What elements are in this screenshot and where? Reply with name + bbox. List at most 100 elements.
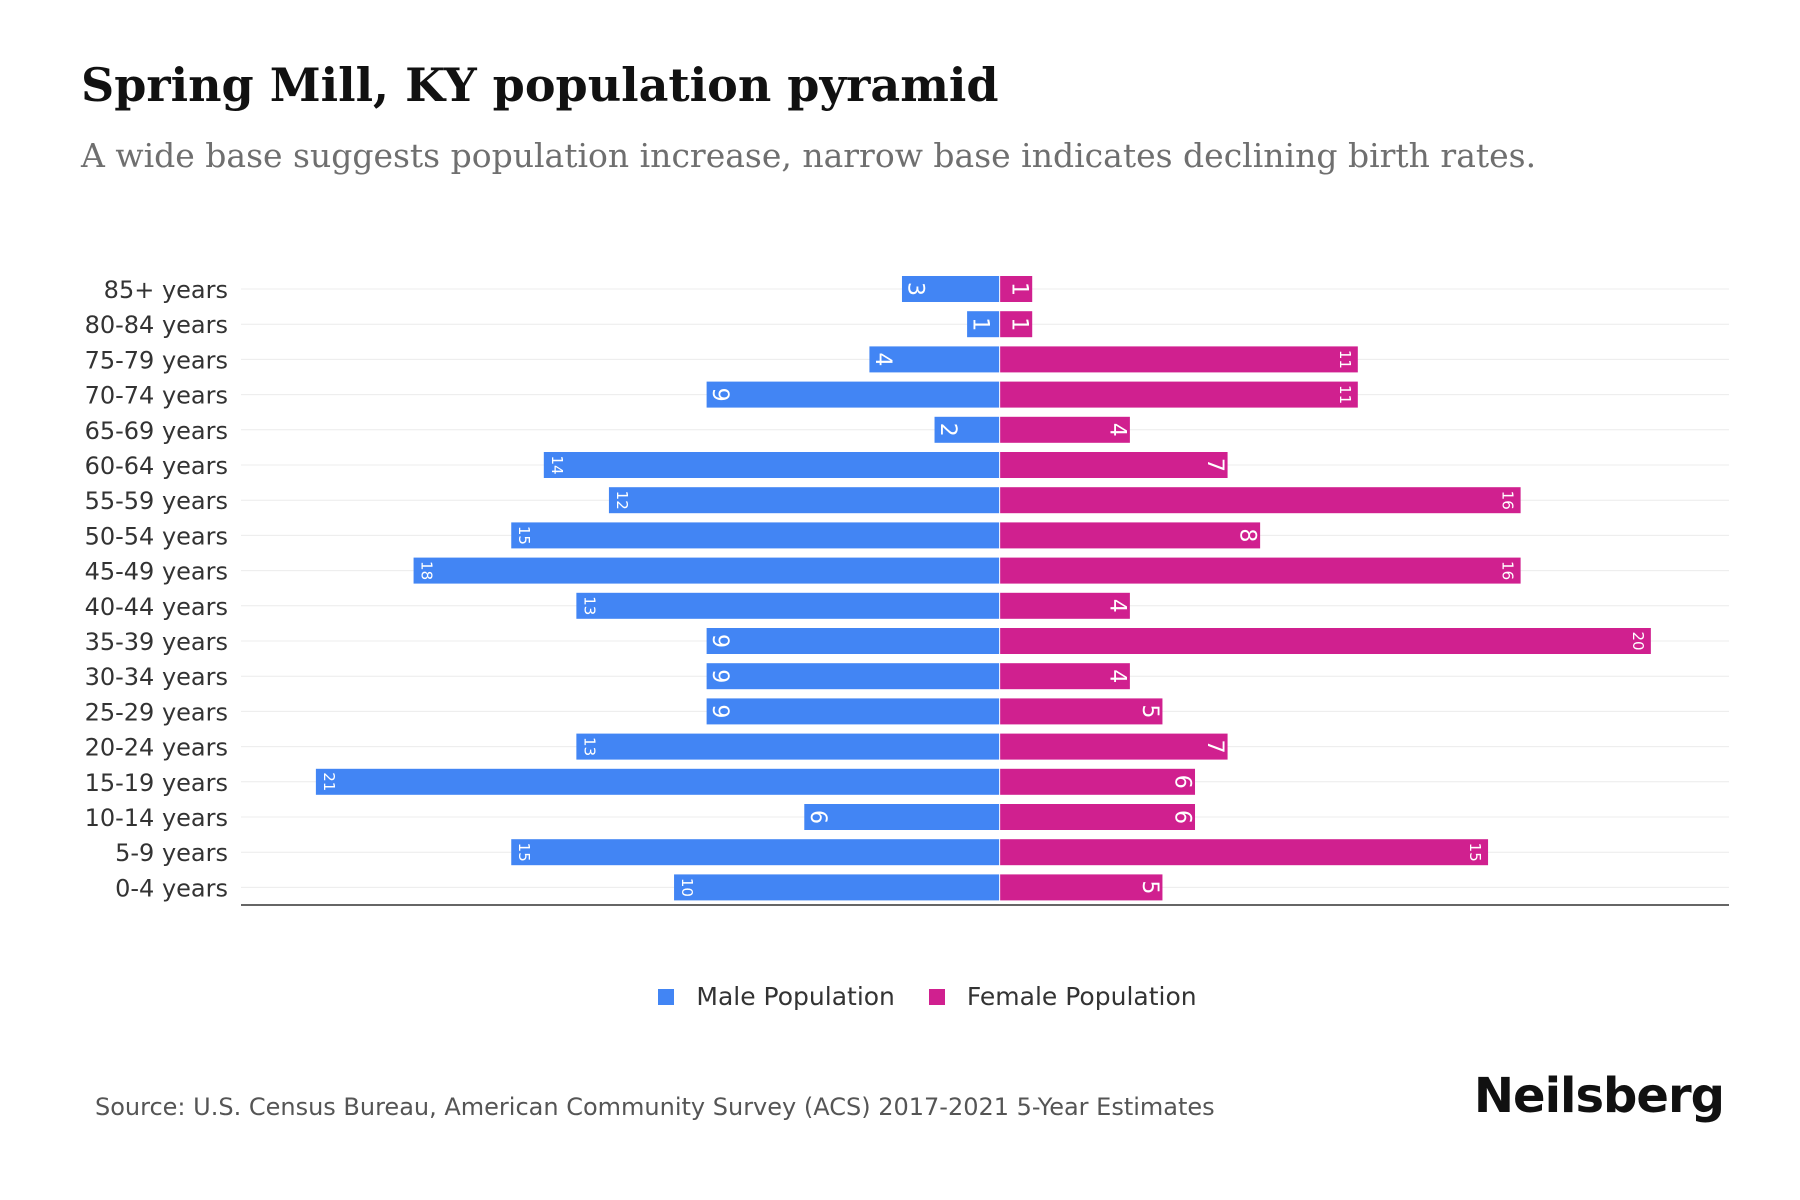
y-tick-label: 50-54 years: [85, 522, 228, 550]
bar-female: [999, 768, 1196, 795]
y-tick-label: 5-9 years: [115, 839, 228, 867]
data-label-male: 15: [515, 526, 533, 545]
data-label-male: 21: [320, 772, 338, 791]
data-label-female: 11: [1336, 385, 1354, 404]
data-label-male: 13: [580, 737, 598, 756]
data-label-female: 4: [1104, 423, 1129, 437]
bar-female: [999, 733, 1228, 760]
data-label-female: 16: [1499, 561, 1517, 580]
bar-male: [804, 804, 1000, 830]
bar-female: [999, 381, 1358, 408]
data-label-female: 6: [1170, 775, 1195, 789]
bar-female: [999, 311, 1033, 338]
bar-female: [999, 839, 1489, 866]
bar-male: [901, 276, 1000, 302]
bar-male: [674, 874, 1000, 901]
data-label-female: 5: [1137, 704, 1162, 718]
chart-title: Spring Mill, KY population pyramid: [81, 58, 999, 112]
bar-male: [543, 452, 1000, 478]
chart-subtitle: A wide base suggests population increase…: [81, 136, 1537, 175]
bar-male: [608, 487, 1000, 514]
bar-female: [999, 522, 1261, 549]
data-label-female: 4: [1104, 669, 1129, 683]
data-label-male: 6: [805, 810, 830, 824]
y-tick-label: 20-24 years: [85, 734, 228, 762]
bar-male: [413, 557, 1000, 584]
data-label-male: 10: [678, 878, 696, 897]
y-tick-label: 40-44 years: [85, 593, 228, 621]
bar-female: [999, 592, 1130, 619]
y-tick-label: 45-49 years: [85, 558, 228, 586]
data-label-female: 1: [1007, 317, 1032, 331]
y-tick-label: 0-4 years: [115, 874, 228, 902]
bar-female: [999, 416, 1130, 443]
data-label-male: 14: [548, 455, 566, 474]
data-label-female: 7: [1202, 458, 1227, 472]
bar-female: [999, 628, 1651, 654]
bar-female: [999, 452, 1228, 478]
data-label-male: 4: [870, 352, 895, 366]
bar-female: [999, 698, 1163, 725]
bar-male: [934, 416, 1000, 443]
legend-item-female: Female Population: [928, 982, 1197, 1011]
source-note: Source: U.S. Census Bureau, American Com…: [95, 1093, 1215, 1121]
data-label-female: 7: [1202, 740, 1227, 754]
bar-female: [999, 874, 1163, 901]
y-tick-label: 30-34 years: [85, 663, 228, 691]
y-tick-label: 85+ years: [104, 276, 228, 304]
bar-female: [999, 557, 1521, 584]
data-label-male: 1: [968, 317, 993, 331]
data-label-female: 11: [1336, 350, 1354, 369]
legend-swatch-male: [658, 988, 675, 1005]
data-label-male: 9: [707, 634, 732, 648]
y-tick-label: 60-64 years: [85, 452, 228, 480]
legend-swatch-female: [928, 988, 945, 1005]
bar-male: [869, 346, 1000, 373]
data-label-male: 3: [902, 282, 927, 296]
data-label-male: 9: [707, 669, 732, 683]
y-tick-label: 10-14 years: [85, 804, 228, 832]
data-label-female: 8: [1235, 528, 1260, 542]
y-tick-label: 75-79 years: [85, 346, 228, 374]
bar-male: [706, 381, 1000, 408]
chart-legend: Male Population Female Population: [0, 982, 1800, 1011]
bar-male: [511, 522, 1000, 549]
y-tick-label: 55-59 years: [85, 487, 228, 515]
bar-female: [999, 346, 1358, 373]
data-label-male: 13: [580, 596, 598, 615]
data-label-male: 12: [613, 491, 631, 510]
y-tick-label: 70-74 years: [85, 382, 228, 410]
bar-male: [706, 628, 1000, 654]
legend-item-male: Male Population: [658, 982, 895, 1011]
bar-female: [999, 276, 1033, 302]
bar-male: [967, 311, 1000, 338]
bar-male: [576, 592, 1000, 619]
data-label-male: 18: [418, 561, 436, 580]
data-label-male: 15: [515, 843, 533, 862]
population-pyramid-chart: 85+ years 80-84 years 75-79 years 70-74 yea…: [85, 274, 1729, 906]
bar-female: [999, 487, 1521, 514]
data-label-male: 9: [707, 388, 732, 402]
y-tick-label: 65-69 years: [85, 417, 228, 445]
bar-male: [511, 839, 1000, 866]
data-label-female: 4: [1104, 599, 1129, 613]
legend-label-female: Female Population: [966, 982, 1197, 1011]
data-label-female: 15: [1466, 843, 1484, 862]
data-label-male: 2: [935, 423, 960, 437]
data-label-female: 1: [1007, 282, 1032, 296]
bar-male: [706, 663, 1000, 690]
y-tick-label: 80-84 years: [85, 311, 228, 339]
bar-female: [999, 663, 1130, 690]
data-label-male: 9: [707, 704, 732, 718]
legend-label-male: Male Population: [696, 982, 895, 1011]
data-label-female: 20: [1629, 631, 1647, 650]
y-tick-label: 35-39 years: [85, 628, 228, 656]
brand-logo: Neilsberg: [1473, 1068, 1725, 1124]
data-label-female: 6: [1170, 810, 1195, 824]
bar-male: [315, 768, 1000, 795]
bar-male: [576, 733, 1000, 760]
bar-female: [999, 804, 1196, 830]
bar-male: [706, 698, 1000, 725]
y-tick-label: 25-29 years: [85, 698, 228, 726]
y-tick-label: 15-19 years: [85, 769, 228, 797]
